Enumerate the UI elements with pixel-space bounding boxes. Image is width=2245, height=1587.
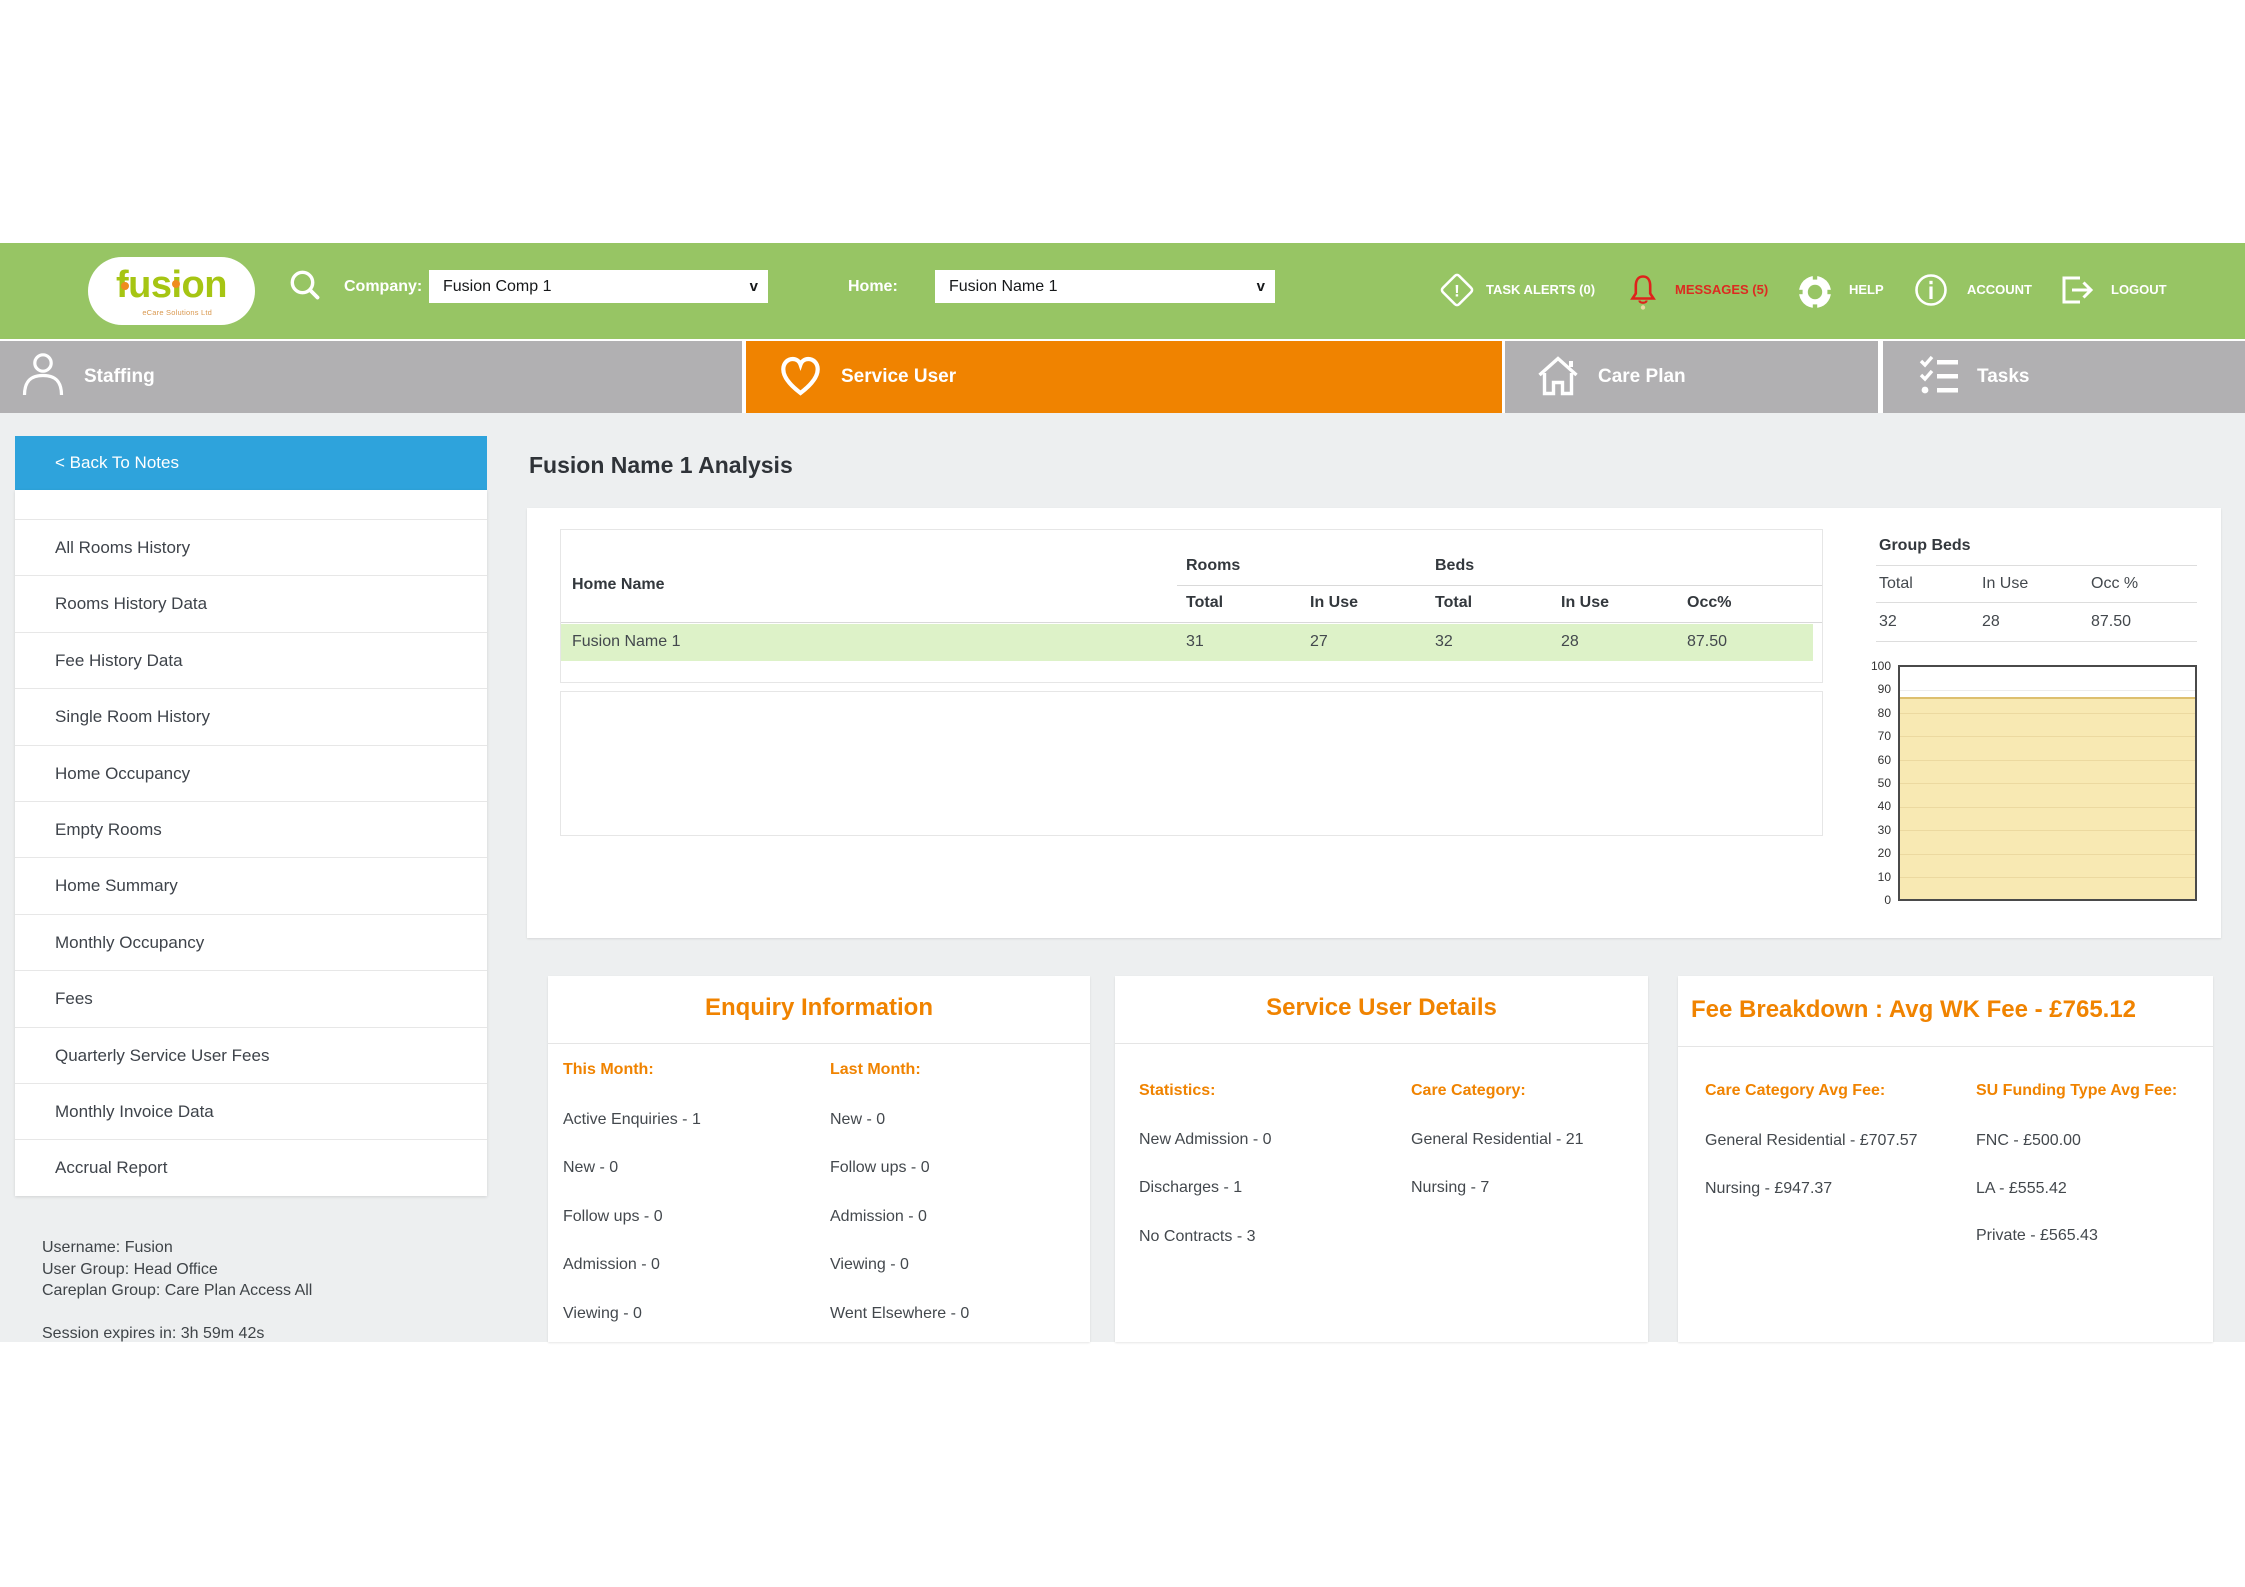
svg-text:!: ! bbox=[1454, 282, 1460, 301]
